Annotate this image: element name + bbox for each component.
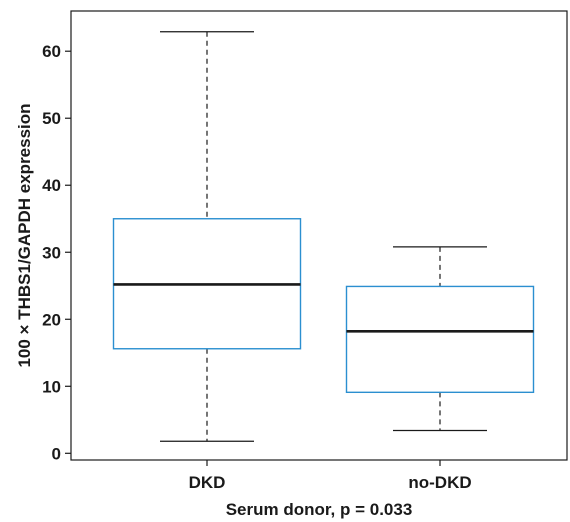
plot-axes bbox=[70, 10, 568, 461]
plot-frame bbox=[70, 10, 568, 461]
y-axis-ticks: 0 10 20 30 40 50 60 bbox=[42, 42, 71, 463]
box-group-no-dkd bbox=[345, 246, 535, 432]
y-axis-title: 100 × THBS1/GAPDH expression bbox=[15, 103, 34, 367]
y-tick-label: 10 bbox=[42, 377, 61, 396]
x-tick-label: no-DKD bbox=[408, 473, 471, 492]
y-tick-label: 20 bbox=[42, 310, 61, 329]
y-tick-label: 40 bbox=[42, 176, 61, 195]
y-tick-label: 30 bbox=[42, 243, 61, 262]
x-tick-label: DKD bbox=[189, 473, 226, 492]
y-tick-label: 0 bbox=[52, 444, 61, 463]
y-tick-label: 50 bbox=[42, 109, 61, 128]
box-series bbox=[112, 31, 535, 442]
x-axis-title: Serum donor, p = 0.033 bbox=[226, 500, 413, 519]
iqr-box bbox=[345, 285, 535, 394]
y-tick-label: 60 bbox=[42, 42, 61, 61]
box-group-dkd bbox=[112, 31, 302, 442]
x-axis-ticks: DKD no-DKD bbox=[189, 460, 472, 492]
